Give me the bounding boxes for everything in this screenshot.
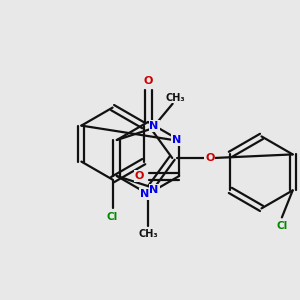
Text: Cl: Cl: [276, 221, 287, 231]
Text: CH₃: CH₃: [166, 93, 185, 103]
Text: N: N: [149, 121, 159, 131]
Text: O: O: [143, 76, 153, 85]
Text: Cl: Cl: [107, 212, 118, 222]
Text: N: N: [140, 189, 150, 199]
Text: O: O: [205, 153, 214, 163]
Text: CH₃: CH₃: [138, 229, 158, 239]
Text: O: O: [135, 171, 144, 181]
Text: N: N: [149, 185, 159, 195]
Text: N: N: [172, 135, 181, 145]
